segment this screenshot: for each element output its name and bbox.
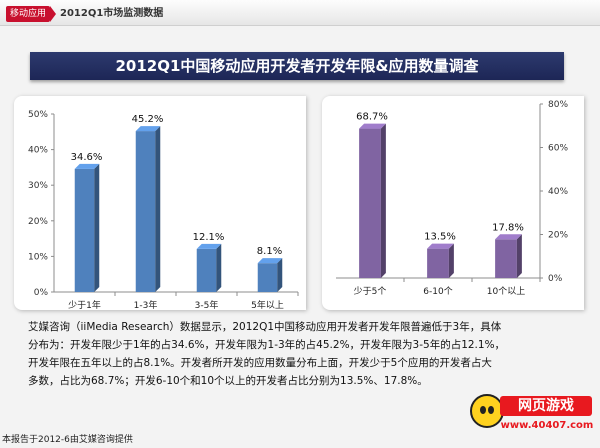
bar-top xyxy=(196,243,222,249)
mascot-face-icon xyxy=(470,394,504,428)
data-label: 68.7% xyxy=(356,112,388,123)
y-tick-label: 20% xyxy=(28,217,48,227)
description-line: 艾媒咨询（iiMedia Research）数据显示，2012Q1中国移动应用开… xyxy=(28,321,502,333)
bar-top xyxy=(427,243,454,249)
y-tick-label: 80% xyxy=(548,100,568,110)
bar-top xyxy=(135,126,161,132)
y-tick-label: 10% xyxy=(28,252,48,262)
y-tick-label: 40% xyxy=(28,146,48,156)
bar xyxy=(196,248,217,292)
logo-title: 网页游戏 xyxy=(500,396,592,416)
description-text: 艾媒咨询（iiMedia Research）数据显示，2012Q1中国移动应用开… xyxy=(28,318,584,390)
data-label: 12.1% xyxy=(193,232,225,243)
y-tick-label: 0% xyxy=(34,288,49,298)
bar-side xyxy=(277,258,283,292)
x-tick-label: 5年以上 xyxy=(251,299,284,310)
bar-side xyxy=(94,163,100,292)
bar-top xyxy=(74,163,100,169)
logo-url: www.40407.com xyxy=(500,420,594,431)
bar-side xyxy=(380,123,386,278)
y-tick-label: 30% xyxy=(28,181,48,191)
bar xyxy=(257,263,278,292)
tag-arrow-icon xyxy=(50,6,56,22)
site-logo[interactable]: 网页游戏 www.40407.com xyxy=(470,392,596,444)
data-label: 17.8% xyxy=(492,222,524,233)
x-tick-label: 少于5个 xyxy=(354,286,387,297)
bar xyxy=(359,128,381,278)
footer-note: 本报告于2012-6由艾媒咨询提供 xyxy=(2,435,133,445)
bar xyxy=(135,131,156,292)
y-tick-label: 0% xyxy=(548,274,563,284)
y-tick-label: 50% xyxy=(28,110,48,120)
y-tick-label: 60% xyxy=(548,144,568,154)
bar xyxy=(74,168,95,292)
bar xyxy=(427,248,449,278)
x-tick-label: 3-5年 xyxy=(195,299,219,310)
dev-years-chart-panel: 0% 10% 20% 30% 40% 50% 34.6% 少于1年 45.2% 1-3年 12.1%… xyxy=(14,96,306,311)
top-bar: 移动应用 2012Q1市场监测数据 xyxy=(0,0,600,26)
app-count-chart-panel: 0% 20% 40% 60% 80% 68.7% 少于5个 13.5% 6-10个 17.8% 10… xyxy=(322,96,584,310)
x-tick-label: 6-10个 xyxy=(423,286,452,297)
bar-top xyxy=(359,123,386,129)
bar-side xyxy=(155,126,161,292)
data-label: 8.1% xyxy=(257,246,282,257)
bar-side xyxy=(516,234,522,278)
bar-side xyxy=(448,243,454,278)
bar-side xyxy=(216,243,222,292)
bar-top xyxy=(257,258,283,264)
description-line: 分布为：开发年限少于1年的占34.6%，开发年限为1-3年的占45.2%，开发年… xyxy=(28,339,506,351)
y-tick-label: 20% xyxy=(548,231,568,241)
description-line: 多数，占比为68.7%；开发6-10个和10个以上的开发者占比分别为13.5%、… xyxy=(28,375,428,387)
bar xyxy=(495,239,517,278)
chart-banner-title: 2012Q1中国移动应用开发者开发年限&应用数量调查 xyxy=(30,52,564,80)
category-tag: 移动应用 xyxy=(6,6,50,22)
y-tick-label: 40% xyxy=(548,187,568,197)
data-label: 45.2% xyxy=(132,114,164,125)
app-count-chart: 0% 20% 40% 60% 80% 68.7% 少于5个 13.5% 6-10个 17.8% 10… xyxy=(336,100,568,297)
x-tick-label: 1-3年 xyxy=(134,299,158,310)
dev-years-chart: 0% 10% 20% 30% 40% 50% 34.6% 少于1年 45.2% 1-3年 12.1%… xyxy=(28,110,299,311)
bar-top xyxy=(495,234,522,240)
data-label: 34.6% xyxy=(71,152,103,163)
x-tick-label: 少于1年 xyxy=(68,299,101,310)
data-label: 13.5% xyxy=(424,232,456,243)
x-tick-label: 10个以上 xyxy=(487,286,525,297)
report-label: 2012Q1市场监测数据 xyxy=(60,8,164,19)
description-line: 开发年限在五年以上的占8.1%。开发者所开发的应用数量分布上面，开发少于5个应用… xyxy=(28,357,492,369)
